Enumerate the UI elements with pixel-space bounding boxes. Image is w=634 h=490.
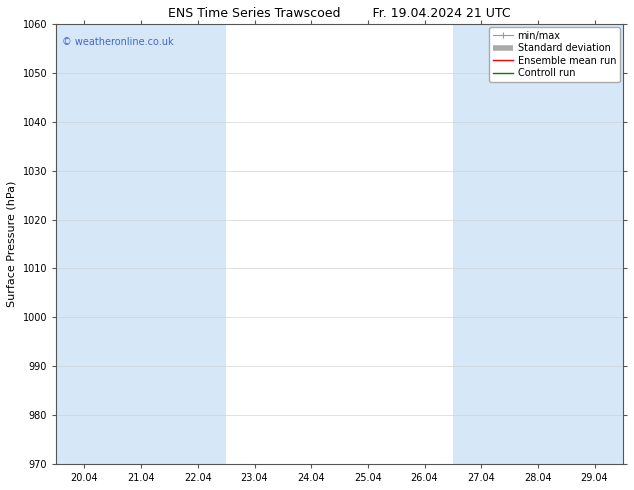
Bar — [566, 24, 623, 464]
Bar — [56, 24, 113, 464]
Title: ENS Time Series Trawscoed        Fr. 19.04.2024 21 UTC: ENS Time Series Trawscoed Fr. 19.04.2024… — [168, 7, 511, 20]
Legend: min/max, Standard deviation, Ensemble mean run, Controll run: min/max, Standard deviation, Ensemble me… — [489, 27, 620, 82]
Text: © weatheronline.co.uk: © weatheronline.co.uk — [62, 37, 174, 47]
Bar — [453, 24, 566, 464]
Bar — [113, 24, 226, 464]
Y-axis label: Surface Pressure (hPa): Surface Pressure (hPa) — [7, 181, 17, 307]
